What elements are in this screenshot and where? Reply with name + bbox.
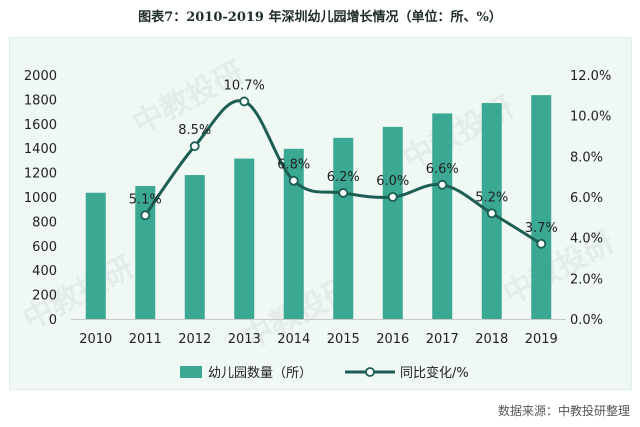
legend-bar-label: 幼儿园数量（所） [208,366,312,381]
bar-2015 [333,137,354,319]
y-left-tick-label: 2000 [24,69,57,84]
legend-bar-swatch [180,366,202,378]
y-left-tick-label: 200 [32,289,57,304]
bar-2013 [234,158,255,319]
legend-line-label: 同比变化/% [400,365,469,381]
bar-2010 [85,192,106,319]
y-left-tick-label: 600 [32,240,57,255]
source-note: 数据来源：中教投研整理 [497,404,630,418]
x-tick-label: 2013 [228,332,261,347]
y-left-tick-label: 1600 [24,118,57,133]
x-tick-label: 2019 [525,332,558,347]
yoy-data-label: 5.2% [475,190,508,205]
y-right-tick-label: 8.0% [570,150,603,165]
y-right-tick-label: 6.0% [570,191,603,206]
x-tick-label: 2014 [277,332,310,347]
y-right-tick-label: 10.0% [570,110,611,125]
bar-2016 [382,126,403,319]
yoy-marker-2017 [437,179,448,190]
yoy-marker-2014 [288,175,299,186]
yoy-marker-2018 [486,208,497,219]
y-right-tick-label: 2.0% [570,272,603,287]
y-left-tick-label: 400 [32,264,57,279]
yoy-data-label: 5.1% [129,192,162,207]
x-tick-label: 2011 [129,332,162,347]
y-right-tick-label: 0.0% [570,313,603,328]
yoy-data-label: 10.7% [224,78,265,93]
yoy-data-label: 6.6% [426,162,459,177]
yoy-data-label: 3.7% [525,221,558,236]
yoy-marker-2012 [189,141,200,152]
bar-2012 [184,175,205,319]
y-right-tick-label: 4.0% [570,232,603,247]
chart-title: 图表7：2010-2019 年深圳幼儿园增长情况（单位：所、%） [138,10,502,25]
y-right-tick-label: 12.0% [570,69,611,84]
yoy-data-label: 8.5% [178,123,211,138]
yoy-marker-2015 [338,188,349,198]
yoy-data-label: 6.2% [327,170,360,185]
yoy-marker-2019 [536,238,547,249]
y-left-tick-label: 1200 [24,167,57,182]
x-tick-label: 2012 [178,332,211,347]
y-left-tick-label: 1400 [24,142,57,157]
y-left-tick-label: 800 [32,215,57,230]
bar-2011 [135,186,156,319]
yoy-marker-2011 [140,210,151,221]
y-left-tick-label: 1800 [24,93,57,108]
x-tick-label: 2016 [376,332,409,347]
yoy-marker-2013 [239,96,250,107]
yoy-data-label: 6.0% [376,174,409,189]
bar-2014 [283,148,304,319]
yoy-data-label: 6.8% [277,158,310,173]
bar-2019 [531,95,552,319]
x-tick-label: 2015 [327,332,360,347]
x-tick-label: 2017 [426,332,459,347]
x-tick-label: 2010 [79,332,112,347]
bar-2017 [432,113,453,320]
yoy-marker-2016 [387,192,398,202]
yoy-change-line [144,99,543,246]
x-tick-label: 2018 [475,332,508,347]
chart-panel [9,37,632,390]
legend-line-marker [365,367,375,377]
y-left-tick-label: 0 [49,313,57,328]
y-left-tick-label: 1000 [24,191,57,206]
